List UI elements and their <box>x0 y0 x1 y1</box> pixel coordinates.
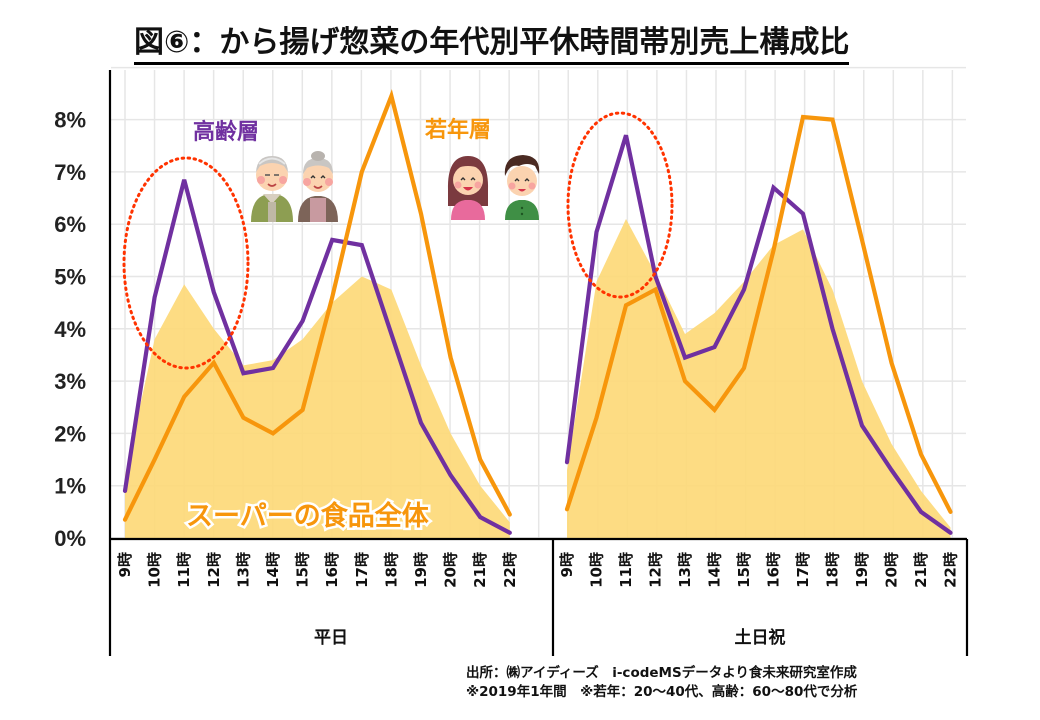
young-woman-icon <box>447 156 489 220</box>
y-tick-label: 8% <box>54 108 86 133</box>
group-label-weekend: 土日祝 <box>735 627 786 648</box>
total-area-layer <box>125 218 951 538</box>
y-tick-label: 7% <box>54 160 86 185</box>
elderly-woman-icon <box>298 151 338 222</box>
x-tick-label: 20時 <box>442 552 460 588</box>
x-axis-ticks: 9時 10時 11時 12時 13時 14時 15時 16時 17時 18時 19時 20時 21時 22… <box>116 552 960 588</box>
x-tick-label: 13時 <box>234 552 252 588</box>
x-tick-label: 12時 <box>647 552 665 588</box>
x-tick-label: 15時 <box>294 552 312 588</box>
x-tick-label: 13時 <box>676 552 694 588</box>
young-man-icon <box>504 155 540 220</box>
y-tick-label: 5% <box>54 265 86 290</box>
x-tick-label: 11時 <box>617 552 635 588</box>
x-tick-label: 17時 <box>353 552 371 588</box>
x-tick-label: 12時 <box>205 552 223 588</box>
line-elder-weekday <box>122 179 512 535</box>
y-tick-label: 6% <box>54 212 86 237</box>
x-tick-label: 9時 <box>558 552 576 577</box>
illustrations <box>251 151 540 222</box>
x-tick-label: 18時 <box>382 552 400 588</box>
x-tick-label: 19時 <box>853 552 871 588</box>
group-label-weekday: 平日 <box>314 628 348 648</box>
x-tick-label: 16時 <box>323 552 341 588</box>
x-tick-label: 15時 <box>735 552 753 588</box>
x-tick-label: 10時 <box>146 552 164 588</box>
young-annotation: 若年層 <box>425 117 491 143</box>
elder-annotation: 高齢層 <box>193 119 259 145</box>
x-tick-label: 22時 <box>942 552 960 588</box>
y-tick-label: 0% <box>54 526 86 551</box>
elderly-man-icon <box>251 156 293 222</box>
x-tick-label: 20時 <box>883 552 901 588</box>
x-tick-label: 17時 <box>794 552 812 588</box>
total-annotation: スーパーの食品全体 <box>186 500 430 532</box>
x-tick-label: 21時 <box>471 552 489 588</box>
axis-frame <box>108 70 969 656</box>
analysis-note-line: ※2019年1年間 ※若年：20～40代、高齢：60～80代で分析 <box>466 684 858 700</box>
highlight-ellipses <box>122 111 674 370</box>
highlight-ellipse-weekday <box>122 156 250 370</box>
x-tick-label: 16時 <box>765 552 783 588</box>
x-tick-label: 19時 <box>412 552 430 588</box>
x-tick-label: 10時 <box>588 552 606 588</box>
x-tick-label: 14時 <box>264 552 282 588</box>
x-tick-label: 11時 <box>175 552 193 588</box>
y-axis-ticks: 0% 1% 2% 3% 4% 5% 6% 7% 8% <box>54 108 86 551</box>
highlight-ellipse-weekend <box>566 111 674 299</box>
area-total-weekday <box>125 276 510 538</box>
line-young-weekday <box>122 89 512 522</box>
line-elder-weekend <box>564 134 953 535</box>
y-tick-label: 1% <box>54 474 86 499</box>
y-tick-label: 4% <box>54 317 86 342</box>
x-tick-label: 21時 <box>912 552 930 588</box>
source-line: 出所：㈱アイディーズ i-codeMSデータより食未来研究室作成 <box>466 665 857 681</box>
y-tick-label: 2% <box>54 421 86 446</box>
x-tick-label: 22時 <box>501 552 519 588</box>
x-tick-label: 14時 <box>706 552 724 588</box>
line-young-weekend <box>564 114 953 514</box>
x-tick-label: 18時 <box>824 552 842 588</box>
chart-title: 図⑥：から揚げ惣菜の年代別平休時間帯別売上構成比 <box>134 24 850 65</box>
y-tick-label: 3% <box>54 369 86 394</box>
source-note: 出所：㈱アイディーズ i-codeMSデータより食未来研究室作成 ※2019年1… <box>466 664 857 702</box>
series-lines-layer <box>122 89 953 535</box>
x-tick-label: 9時 <box>116 552 134 577</box>
